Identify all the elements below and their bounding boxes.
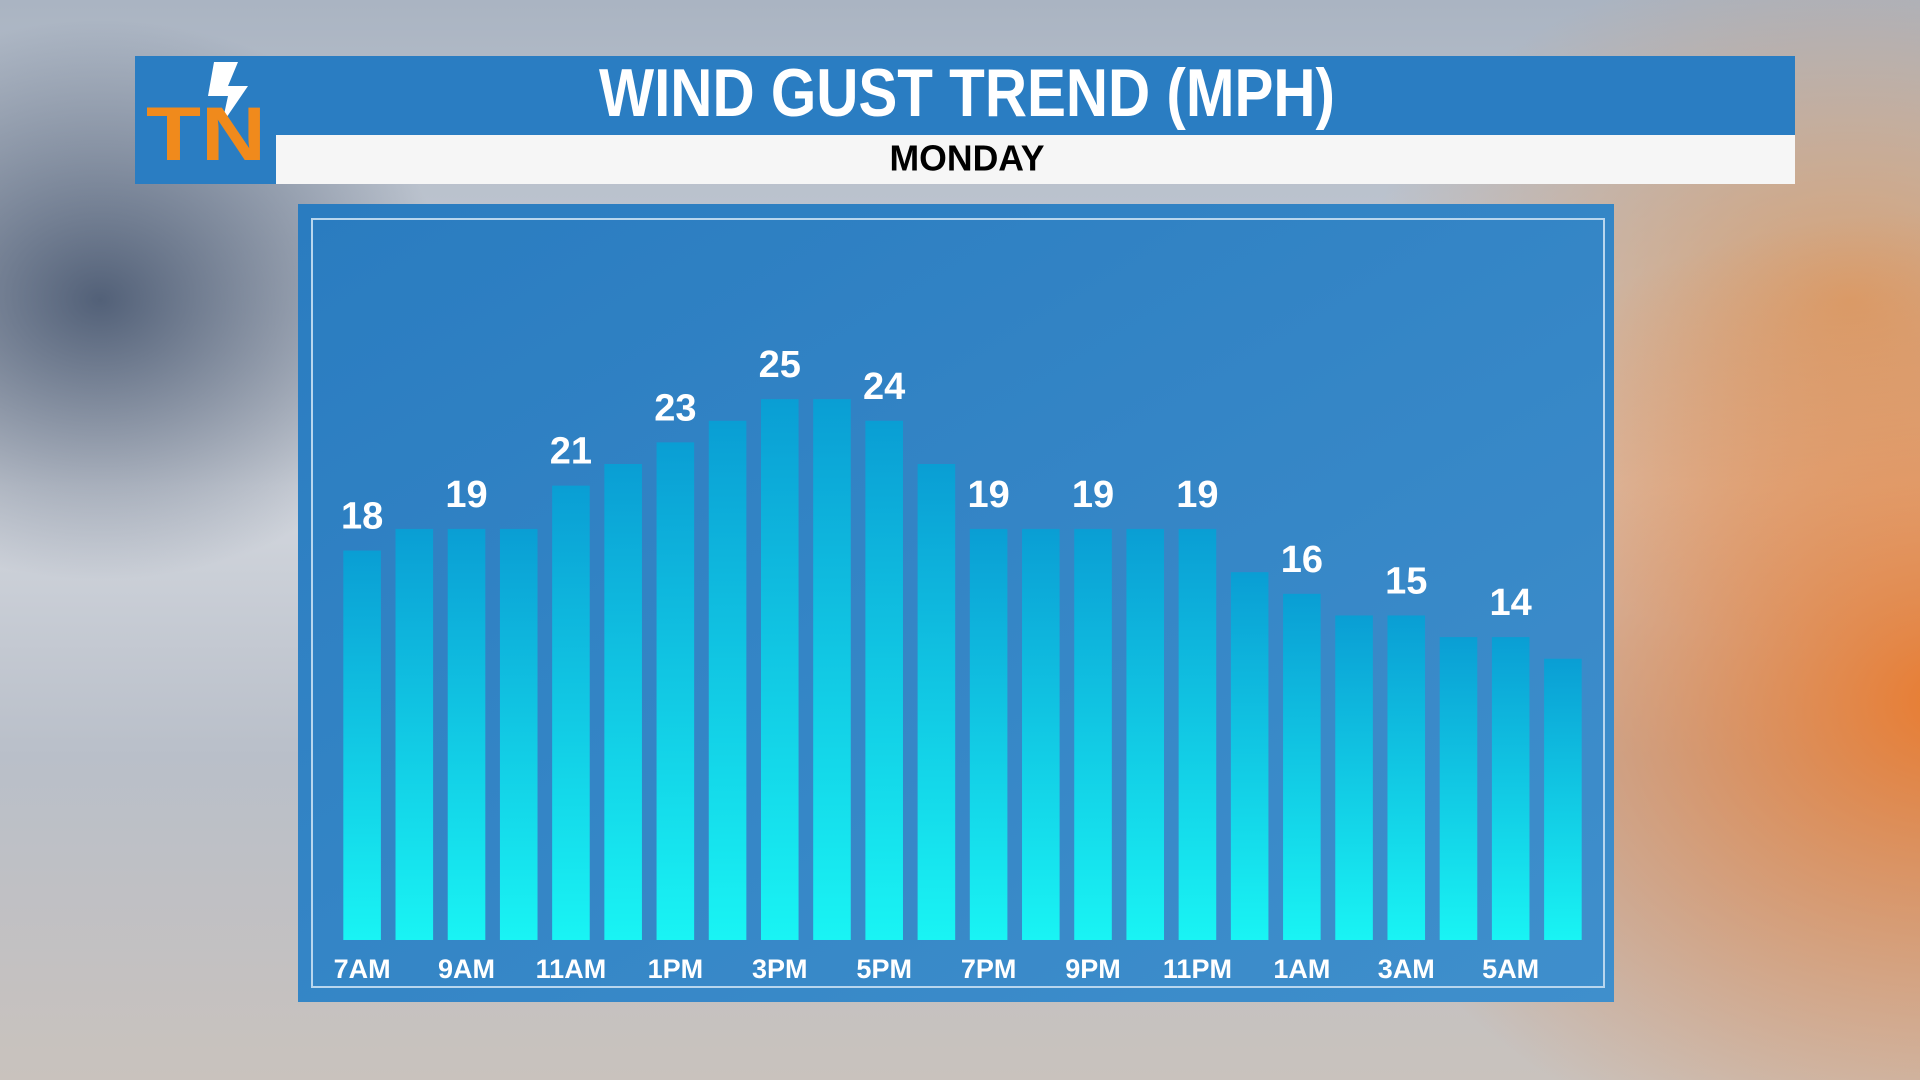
logo-text: TN	[146, 92, 266, 177]
bar	[1178, 528, 1217, 940]
x-tick-label: 5AM	[1482, 954, 1539, 984]
chart-title: WIND GUST TREND (MPH)	[599, 55, 1335, 131]
data-label: 19	[967, 474, 1009, 516]
bar	[1074, 528, 1112, 940]
x-tick-label: 9PM	[1065, 954, 1121, 984]
bar	[1387, 615, 1426, 940]
panel-border	[311, 218, 1605, 988]
subtitle-bar	[276, 135, 1795, 184]
bar	[917, 464, 956, 940]
x-tick-label: 3AM	[1378, 954, 1435, 984]
data-label: 23	[654, 387, 696, 429]
bar	[604, 464, 642, 940]
bar	[708, 420, 747, 940]
bar	[760, 399, 799, 940]
x-tick-label: 7AM	[334, 954, 391, 984]
bar	[865, 420, 903, 940]
bar	[343, 550, 381, 940]
bar	[447, 528, 486, 940]
data-label: 14	[1490, 582, 1532, 624]
x-tick-label: 1PM	[648, 954, 704, 984]
data-label: 25	[759, 344, 801, 386]
logo-bolt	[208, 62, 248, 124]
bar	[1126, 528, 1165, 940]
x-tick-label: 5PM	[856, 954, 912, 984]
data-label: 19	[1072, 474, 1114, 516]
bar	[552, 485, 590, 940]
data-label: 18	[341, 496, 383, 538]
bar	[1335, 615, 1373, 940]
bar	[1283, 593, 1321, 940]
data-label: 15	[1385, 560, 1427, 602]
x-tick-label: 11AM	[536, 954, 607, 984]
data-label: 21	[550, 431, 592, 473]
bar	[1439, 637, 1478, 940]
bar	[499, 528, 538, 940]
data-label: 19	[445, 474, 487, 516]
logo-box	[135, 56, 276, 184]
x-tick-label: 11PM	[1163, 954, 1232, 984]
bar	[656, 442, 695, 940]
x-tick-label: 9AM	[438, 954, 495, 984]
bar	[1491, 637, 1530, 940]
x-tick-label: 7PM	[961, 954, 1017, 984]
bar	[1544, 658, 1582, 940]
bar	[395, 528, 434, 940]
bar	[1230, 572, 1269, 940]
data-label: 16	[1281, 539, 1323, 581]
bar	[1022, 528, 1060, 940]
title-bar	[135, 56, 1795, 135]
data-label: 19	[1176, 474, 1218, 516]
data-label: 24	[863, 366, 905, 408]
chart-subtitle: MONDAY	[890, 138, 1045, 179]
x-tick-label: 3PM	[752, 954, 808, 984]
bar	[969, 528, 1008, 940]
x-tick-label: 1AM	[1273, 954, 1330, 984]
bar	[813, 399, 851, 940]
